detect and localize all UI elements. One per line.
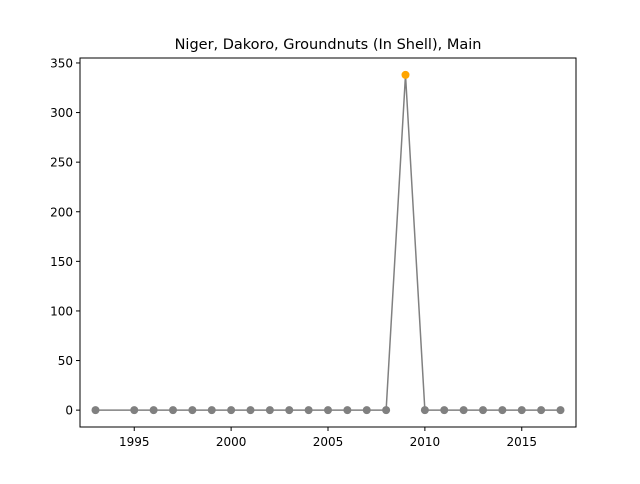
data-point [265,406,274,415]
y-tick-label: 200 [50,205,73,219]
data-point [324,406,332,415]
axes-frame [79,57,577,428]
x-tick-label: 2015 [506,435,537,449]
y-tick-label: 150 [50,255,73,269]
data-point [556,406,565,415]
data-point [343,406,352,415]
data-point [285,406,294,415]
x-tick-label: 2005 [313,435,344,449]
data-point [304,406,313,415]
y-tick-label: 0 [65,404,73,418]
y-tick-label: 350 [50,56,73,70]
highlight-point [401,70,410,79]
data-point [459,406,468,415]
plot-area: 1995 2000 2005 2010 2015 0 50 100 150 200 250 300 35… [50,56,565,449]
chart-title: Niger, Dakoro, Groundnuts (In Shell), Ma… [175,37,482,53]
data-point [188,406,197,415]
x-tick-label: 2000 [216,435,247,449]
y-tick-label: 250 [50,156,73,170]
x-tick-label: 1995 [119,435,150,449]
y-tick-label: 100 [50,304,73,318]
x-tick-label: 2010 [410,435,441,449]
data-point [149,406,158,415]
data-point [498,406,507,415]
data-point [362,406,371,415]
data-point [382,406,391,415]
data-point [91,406,100,415]
y-tick-label: 300 [50,106,73,120]
data-point [169,406,177,415]
data-point [227,406,236,415]
data-point [440,406,449,415]
data-point [517,406,526,415]
y-tick-label: 50 [58,354,73,368]
data-point [420,406,429,415]
data-point [130,406,139,415]
data-point [246,406,255,415]
data-point [207,406,216,415]
data-point [479,406,487,415]
data-point [537,406,546,415]
